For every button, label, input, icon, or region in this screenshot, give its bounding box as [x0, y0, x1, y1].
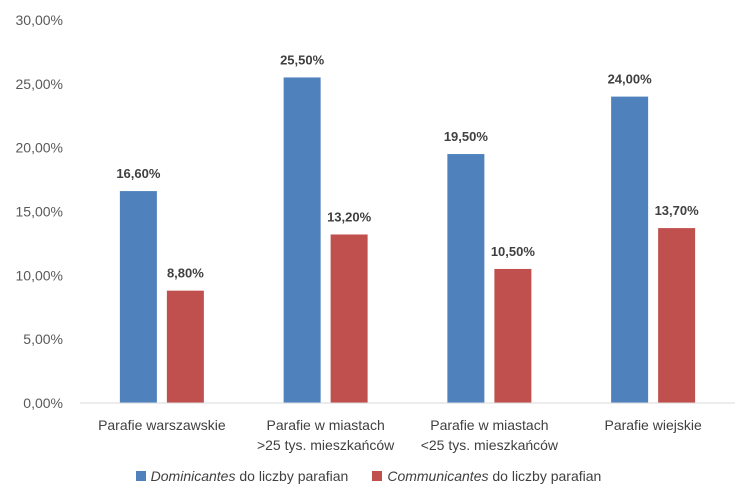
- bar: [283, 77, 321, 403]
- legend-item-dominicantes: Dominicantes do liczby parafian: [135, 468, 349, 484]
- bars: 16,60% 8,80% 25,50% 13,20% 19,50% 10,50% 24,00…: [116, 52, 699, 403]
- data-label: 13,20%: [327, 209, 372, 224]
- legend-item-communicantes: Communicantes do liczby parafian: [372, 468, 601, 484]
- legend-label-dominicantes: Dominicantes do liczby parafian: [150, 468, 349, 484]
- y-tick-label: 15,00%: [16, 204, 63, 220]
- bar: [611, 96, 649, 403]
- data-label: 8,80%: [167, 266, 204, 281]
- y-tick-label: 30,00%: [16, 12, 63, 28]
- legend: Dominicantes do liczby parafian Communic…: [0, 468, 737, 484]
- bar: [330, 234, 368, 403]
- x-tick-label: Parafie warszawskie: [98, 417, 226, 433]
- bar: [119, 191, 157, 403]
- x-tick-label: Parafie w miastach: [430, 417, 548, 433]
- legend-swatch-communicantes: [372, 471, 383, 481]
- bar: [447, 154, 485, 403]
- bar: [166, 290, 204, 403]
- legend-label-communicantes: Communicantes do liczby parafian: [387, 468, 602, 484]
- y-tick-label: 10,00%: [16, 267, 63, 283]
- data-label: 25,50%: [280, 52, 325, 67]
- bar: [494, 268, 532, 403]
- bar-chart: 0,00% 5,00% 10,00% 15,00% 20,00% 25,00% 30,00%…: [16, 12, 735, 453]
- data-label: 13,70%: [655, 203, 700, 218]
- data-label: 24,00%: [608, 72, 653, 87]
- y-tick-label: 20,00%: [16, 140, 63, 156]
- x-tick-label: >25 tys. mieszkańców: [257, 437, 395, 453]
- bar: [658, 228, 696, 403]
- x-tick-label: Parafie w miastach: [266, 417, 384, 433]
- y-tick-label: 25,00%: [16, 76, 63, 92]
- y-tick-label: 0,00%: [23, 395, 63, 411]
- x-axis: Parafie warszawskie Parafie w miastach >25…: [80, 402, 735, 453]
- y-axis: 0,00% 5,00% 10,00% 15,00% 20,00% 25,00% 30,00%: [16, 12, 63, 411]
- x-tick-label: Parafie wiejskie: [604, 417, 701, 433]
- y-tick-label: 5,00%: [23, 331, 63, 347]
- data-label: 10,50%: [491, 244, 536, 259]
- data-label: 19,50%: [444, 129, 489, 144]
- legend-swatch-dominicantes: [135, 471, 146, 481]
- x-tick-label: <25 tys. mieszkańców: [421, 437, 559, 453]
- data-label: 16,60%: [116, 166, 161, 181]
